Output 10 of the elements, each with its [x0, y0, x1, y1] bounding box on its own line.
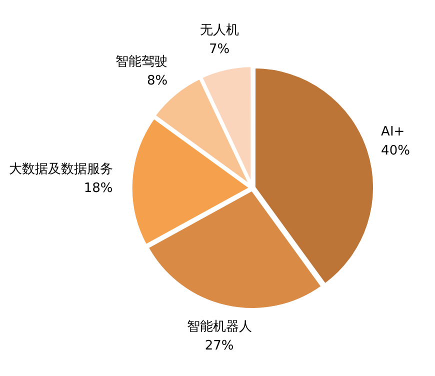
slice-label: 智能机器人 [186, 320, 252, 335]
data-label: 18% [84, 180, 113, 196]
slice-label: AI+ [381, 124, 405, 140]
slice-label: 智能驾驶 [116, 54, 168, 70]
slice-label: 大数据及数据服务 [8, 162, 113, 177]
data-label: 7% [209, 42, 230, 58]
data-label: 8% [146, 73, 168, 88]
data-label: 27% [204, 338, 234, 354]
data-label: 40% [381, 143, 410, 158]
slice-label: 无人机 [200, 23, 239, 38]
